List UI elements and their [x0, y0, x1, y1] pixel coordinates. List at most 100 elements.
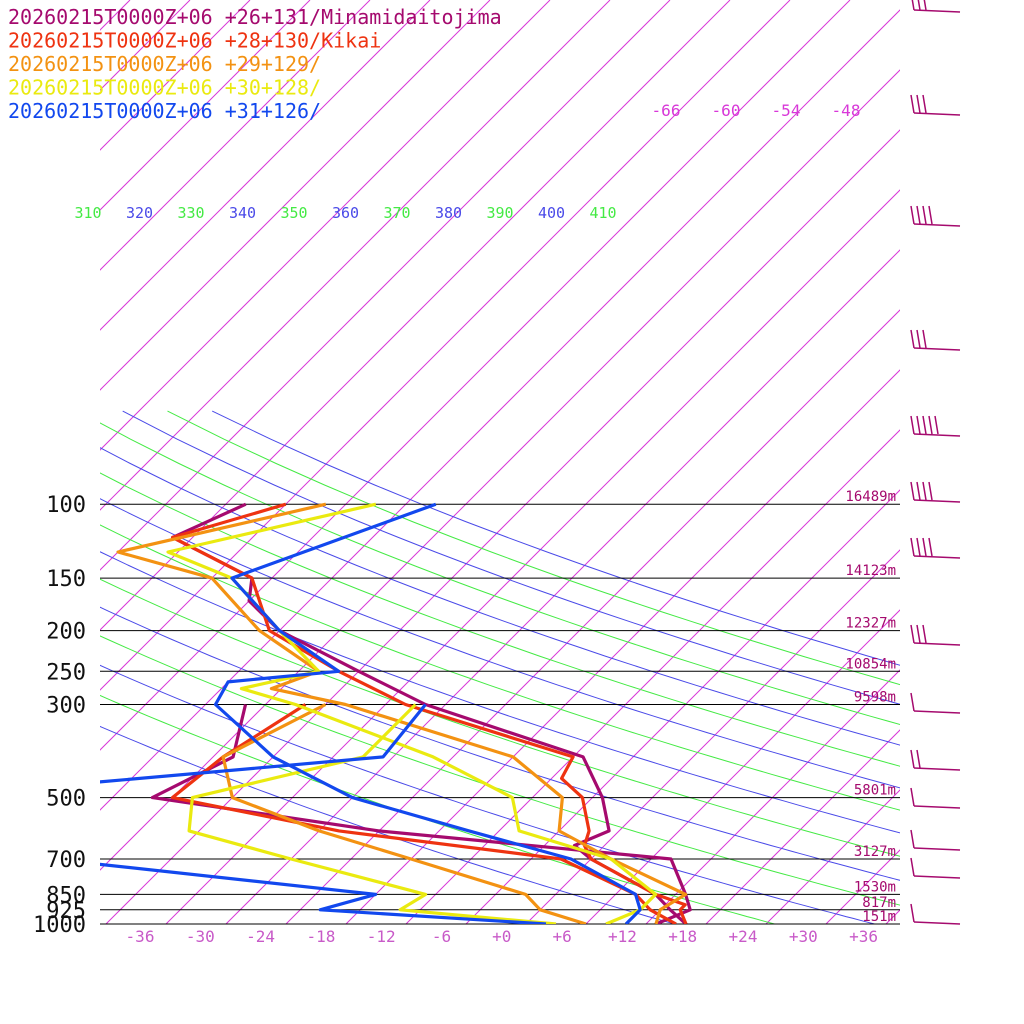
legend-entry: 20260215T0000Z+06 +26+131/Minamidaitojim… [8, 5, 502, 29]
pressure-label: 150 [46, 567, 86, 592]
wind-barb-flag [910, 329, 915, 349]
wind-barb-flag [928, 537, 933, 557]
height-label: 16489m [845, 489, 896, 505]
wind-barb [913, 767, 961, 771]
wind-barb-flag [910, 749, 915, 769]
wind-barb-flag [910, 787, 915, 807]
pressure-label: 200 [46, 620, 86, 645]
temperature-label: -6 [432, 927, 451, 946]
temperature-line [116, 502, 688, 924]
skew-label: -48 [832, 101, 861, 120]
isotherm [100, 0, 491, 391]
height-label: 12327m [845, 616, 896, 632]
height-label: 817m [862, 895, 896, 911]
isotherm [225, 249, 900, 924]
theta-label: 390 [486, 204, 513, 222]
isotherm [100, 0, 731, 631]
sounding-series [100, 502, 692, 924]
skew-temperature-labels: -66 -60 -54 -48 [652, 101, 861, 120]
wind-barb-flag [910, 624, 915, 644]
wind-barb [913, 223, 961, 227]
wind-barb-flag [910, 205, 915, 225]
temperature-label: -36 [126, 927, 155, 946]
wind-barb [913, 499, 961, 503]
dewpoint-line [187, 703, 557, 924]
isotherm [100, 0, 671, 571]
wind-barb [913, 847, 961, 851]
wind-barb [913, 805, 961, 809]
isotherm [100, 0, 311, 211]
dewpoint-line [170, 703, 677, 924]
pressure-label: 100 [46, 493, 86, 518]
theta-label: 370 [383, 204, 410, 222]
legend-entry: 20260215T0000Z+06 +30+128/ [8, 76, 321, 100]
isotherm [165, 189, 900, 924]
legend-entry: 20260215T0000Z+06 +28+130/Kikai [8, 29, 381, 53]
dewpoint-line [221, 703, 587, 924]
wind-barb-flag [916, 749, 921, 769]
height-label: 1530m [854, 879, 896, 895]
temperature-label: -12 [367, 927, 396, 946]
height-label: 14123m [845, 563, 896, 579]
wind-barb [913, 555, 961, 559]
wind-barb-flag [928, 481, 933, 501]
temperature-line [171, 502, 688, 924]
wind-barb [913, 112, 961, 116]
theta-line [100, 524, 900, 811]
pressure-label: 700 [46, 848, 86, 873]
wind-barb [913, 433, 961, 437]
temperature-label: +24 [729, 927, 758, 946]
theta-line [100, 551, 900, 834]
isotherm [585, 609, 900, 924]
dewpoint-line [100, 703, 547, 924]
temperature-label: +12 [608, 927, 637, 946]
temperature-line [213, 502, 642, 924]
isotherm [105, 129, 900, 924]
temperature-label: +30 [789, 927, 818, 946]
temperature-label: +36 [849, 927, 878, 946]
skew-label: -60 [712, 101, 741, 120]
legend: 20260215T0000Z+06 +26+131/Minamidaitojim… [8, 5, 502, 123]
isotherm [100, 0, 791, 691]
isotherm [405, 429, 900, 924]
wind-barb-flag [922, 481, 927, 501]
wind-barb-flag [916, 329, 921, 349]
wind-barb [913, 642, 961, 646]
wind-barb-flag [916, 537, 921, 557]
isotherm-lines [100, 0, 900, 924]
theta-line [100, 472, 900, 767]
theta-line [100, 725, 675, 924]
wind-barb-flag [922, 329, 927, 349]
theta-label: 350 [280, 204, 307, 222]
wind-barb-flag [911, 0, 915, 11]
temperature-label: -30 [186, 927, 215, 946]
theta-line [122, 410, 900, 705]
theta-line [100, 635, 900, 906]
wind-barb-flag [916, 94, 921, 114]
wind-barb-flag [910, 857, 915, 877]
pressure-label: 925 [46, 899, 86, 924]
legend-entry: 20260215T0000Z+06 +31+126/ [8, 99, 321, 123]
wind-barb-flag [916, 481, 921, 501]
isotherm [345, 369, 900, 924]
isotherm [100, 69, 900, 871]
wind-barb-flag [922, 94, 927, 114]
wind-barb-flag [910, 481, 915, 501]
theta-label: 400 [538, 204, 565, 222]
isotherm [100, 9, 900, 811]
pressure-label: 300 [46, 693, 86, 718]
theta-label: 330 [177, 204, 204, 222]
wind-barb-flag [917, 0, 921, 11]
wind-barb-flag [916, 624, 921, 644]
theta-line [100, 447, 900, 746]
wind-barb-flag [922, 537, 927, 557]
wind-barb-flag [928, 205, 933, 225]
isotherm [645, 669, 900, 924]
theta-line [100, 606, 900, 881]
wind-barb-flag [922, 624, 927, 644]
theta-label: 320 [126, 204, 153, 222]
height-label: 5801m [854, 783, 896, 799]
wind-barb [913, 875, 961, 879]
wind-barb-flag [922, 415, 927, 435]
